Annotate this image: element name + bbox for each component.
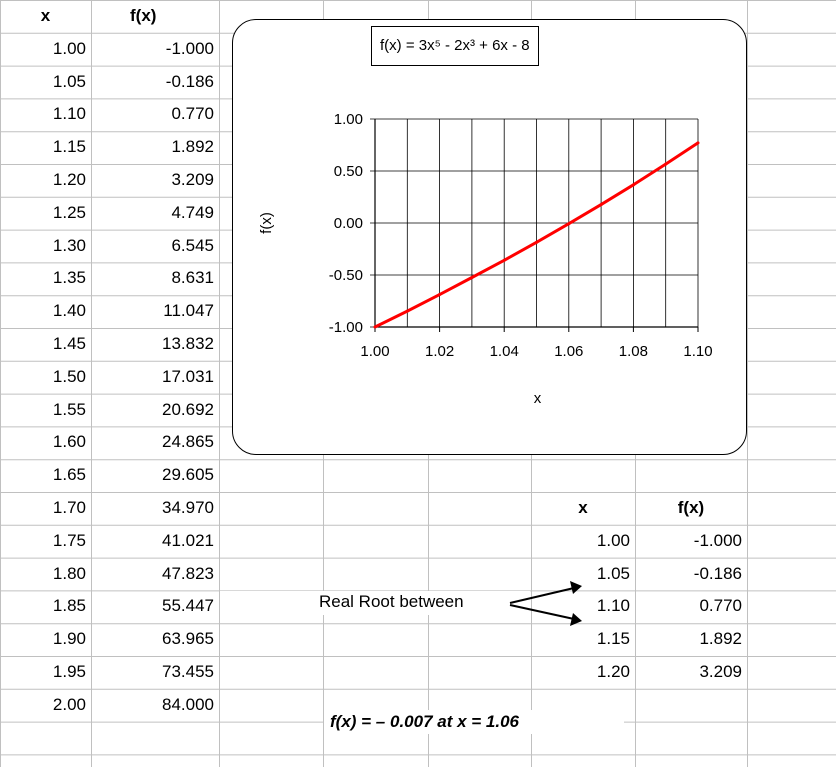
table-left-x-cell[interactable]: 1.45	[52, 334, 86, 353]
table-left-fx-cell[interactable]: 11.047	[163, 301, 214, 321]
table-left-fx-cell[interactable]: 8.631	[171, 268, 214, 288]
table-left-x-cell[interactable]: 2.00	[52, 694, 86, 714]
table-left-x-cell[interactable]: 1.20	[52, 170, 86, 189]
table-left-x-cell[interactable]: 1.85	[52, 596, 86, 616]
table-left-fx-cell[interactable]: 29.605	[162, 465, 214, 485]
y-tick-label: 0.00	[334, 215, 363, 232]
series-point	[567, 222, 571, 226]
x-tick-label: 1.10	[683, 343, 712, 360]
table-right-x-cell[interactable]: 1.05	[596, 563, 630, 583]
table-left-x-cell[interactable]: 1.30	[52, 235, 86, 255]
table-right-fx-cell[interactable]: 1.892	[699, 629, 742, 649]
table-right-x-cell[interactable]: 1.00	[596, 530, 630, 550]
table-right-x-cell[interactable]: 1.10	[596, 596, 630, 616]
x-tick-label: 1.06	[554, 343, 583, 360]
table-right-fx-cell[interactable]: 0.770	[699, 596, 742, 616]
series-point	[502, 258, 506, 262]
y-tick-label: -0.50	[329, 267, 363, 284]
table-left-fx-cell[interactable]: 41.021	[162, 530, 214, 550]
right-header-fx[interactable]: f(x)	[677, 498, 705, 517]
line-chart: 1.00 0.50 0.00 -0.50 -1.00 1.00 1.02 1.04 1.06 1.…	[258, 111, 713, 407]
table-left-fx-cell[interactable]: 55.447	[162, 596, 214, 616]
table-left-x-cell[interactable]: 1.60	[52, 432, 86, 452]
table-left-x-cell[interactable]: 1.35	[52, 268, 86, 288]
table-left-x-cell[interactable]: 1.40	[52, 301, 86, 321]
table-right-fx-cell[interactable]: -1.000	[693, 530, 742, 550]
right-header-x[interactable]: x	[578, 498, 588, 517]
table-left-fx-cell[interactable]: 73.455	[162, 662, 214, 681]
table-left-fx-cell[interactable]: 0.770	[171, 104, 214, 124]
table-right-x-cell[interactable]: 1.20	[596, 662, 630, 681]
table-left-x-cell[interactable]: 1.50	[52, 366, 86, 386]
root-between-label: Real Root between	[319, 592, 464, 611]
table-left-fx-cell[interactable]: 4.749	[171, 202, 214, 222]
table-left-fx-cell[interactable]: 47.823	[162, 563, 214, 583]
y-tick-label: -1.00	[329, 319, 363, 336]
series-point	[599, 203, 603, 207]
table-left-x-cell[interactable]: 1.15	[52, 137, 86, 157]
series-point	[664, 162, 668, 166]
table-left-x-cell[interactable]: 1.65	[52, 465, 86, 485]
table-left-fx-cell[interactable]: 17.031	[162, 366, 214, 386]
table-left-fx-cell[interactable]: 1.892	[171, 137, 214, 157]
table-left-fx-cell[interactable]: 84.000	[162, 694, 214, 714]
table-left-x-cell[interactable]: 1.00	[52, 38, 86, 58]
label-backdrop	[220, 591, 530, 615]
chart-title: f(x) = 3x⁵ - 2x³ + 6x - 8	[371, 26, 539, 66]
x-axis-label: x	[534, 390, 542, 407]
table-left-x-cell[interactable]: 1.70	[52, 498, 86, 517]
table-left-x-cell[interactable]: 1.75	[52, 530, 86, 550]
table-left-fx-cell[interactable]: -1.000	[165, 38, 214, 58]
x-tick-label: 1.04	[490, 343, 519, 360]
table-left-x-cell[interactable]: 1.05	[52, 71, 86, 91]
y-axis-label: f(x)	[258, 212, 275, 234]
table-left-fx-cell[interactable]: -0.186	[165, 71, 214, 91]
table-left-x-cell[interactable]: 1.55	[52, 399, 86, 419]
table-right-fx-cell[interactable]: 3.209	[699, 662, 742, 681]
x-tick-label: 1.02	[425, 343, 454, 360]
series-point	[535, 240, 538, 244]
series-point	[373, 325, 377, 329]
x-tick-label: 1.00	[360, 343, 389, 360]
note-backdrop	[324, 710, 624, 734]
table-left-fx-cell[interactable]: 24.865	[162, 432, 214, 452]
y-tick-label: 1.00	[334, 111, 363, 128]
table-left-x-cell[interactable]: 1.95	[52, 662, 86, 681]
table-left-x-cell[interactable]: 1.25	[52, 202, 86, 222]
series-point	[696, 141, 700, 145]
table-left-fx-cell[interactable]: 13.832	[162, 334, 214, 353]
x-tick-label: 1.08	[619, 343, 648, 360]
table-left-fx-cell[interactable]: 3.209	[171, 170, 214, 189]
series-point	[405, 309, 409, 313]
series-point	[631, 183, 635, 187]
table-left-fx-cell[interactable]: 20.692	[162, 399, 214, 419]
table-left-fx-cell[interactable]: 6.545	[171, 235, 214, 255]
series-point	[470, 275, 474, 279]
table-left-x-cell[interactable]: 1.80	[52, 563, 86, 583]
header-x[interactable]: x	[40, 6, 51, 25]
table-left-x-cell[interactable]: 1.10	[52, 104, 86, 124]
y-tick-label: 0.50	[334, 163, 363, 180]
header-fx[interactable]: f(x)	[130, 6, 157, 25]
table-right-fx-cell[interactable]: -0.186	[693, 563, 742, 583]
chart-panel[interactable]: 1.00 0.50 0.00 -0.50 -1.00 1.00 1.02 1.04 1.06 1.…	[232, 19, 747, 455]
table-right-x-cell[interactable]: 1.15	[596, 629, 630, 649]
root-result-note: f(x) = – 0.007 at x = 1.06	[330, 712, 520, 731]
series-point	[438, 293, 442, 297]
table-left-x-cell[interactable]: 1.90	[52, 629, 86, 649]
table-left-fx-cell[interactable]: 34.970	[162, 498, 214, 517]
table-left-fx-cell[interactable]: 63.965	[162, 629, 214, 649]
